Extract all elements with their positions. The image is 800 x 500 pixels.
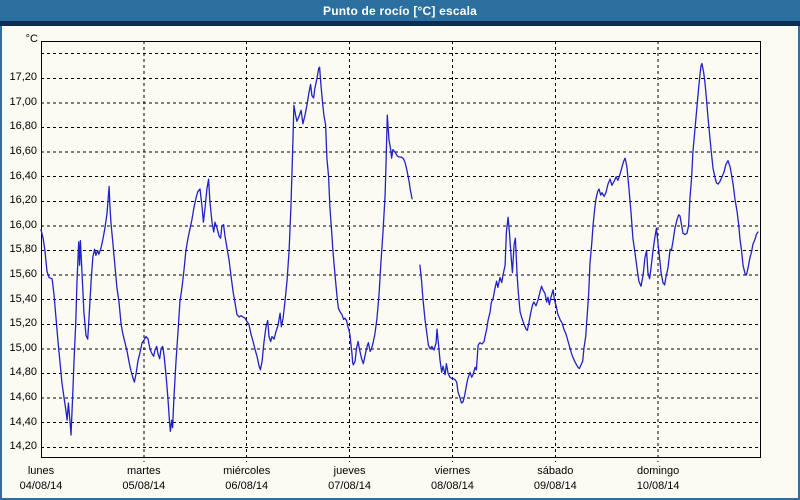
y-tick-label: 15,20 (9, 317, 37, 330)
x-tick-day: miércoles (223, 465, 271, 477)
x-tick-label: lunes 04/08/14 (20, 464, 63, 494)
y-tick-label: 16,40 (9, 169, 37, 182)
dewpoint-series-line (40, 62, 759, 436)
y-tick-label: 17,00 (9, 95, 37, 108)
y-tick-label: 16,80 (9, 120, 37, 133)
x-tick-day: sábado (537, 465, 574, 477)
x-tick-day: martes (127, 465, 161, 477)
x-tick-date: 09/08/14 (533, 480, 577, 492)
y-tick-label: 17,20 (9, 71, 37, 84)
x-tick-day: jueves (333, 465, 366, 477)
x-tick-date: 06/08/14 (225, 480, 269, 492)
title-bar: Punto de rocío [°C] escala (0, 0, 800, 21)
y-tick-label: 16,00 (9, 218, 37, 231)
frame-border-left (0, 26, 2, 500)
x-tick-date: 04/08/14 (19, 480, 63, 492)
titlebar-accent (0, 21, 800, 26)
x-tick-date: 10/08/14 (636, 480, 680, 492)
page-title: Punto de rocío [°C] escala (322, 4, 478, 18)
y-tick-label: 15,40 (9, 292, 37, 305)
x-tick-date: 07/08/14 (328, 480, 371, 492)
x-tick-label: martes 05/08/14 (122, 464, 165, 494)
y-tick-label: 16,20 (9, 194, 37, 207)
x-tick-date: 05/08/14 (122, 480, 166, 492)
x-tick-day: lunes (27, 465, 55, 477)
plot-border (41, 41, 761, 458)
x-tick-date: 08/08/14 (431, 480, 474, 492)
x-tick-day: viernes (434, 465, 471, 477)
y-tick-label: 14,40 (9, 415, 37, 428)
y-tick-label: 14,80 (9, 366, 37, 379)
x-tick-label: sábado 09/08/14 (534, 464, 577, 494)
plot-area (40, 41, 761, 462)
y-tick-label: 15,80 (9, 243, 37, 256)
y-tick-label: 14,20 (9, 440, 37, 453)
y-axis-unit-label: °C (25, 33, 38, 45)
x-tick-label: viernes 08/08/14 (431, 464, 474, 494)
frame-border-bottom (0, 498, 800, 500)
x-tick-label: miércoles 06/08/14 (223, 464, 270, 494)
y-tick-label: 15,60 (9, 268, 37, 281)
y-tick-label: 14,60 (9, 391, 37, 404)
x-tick-day: domingo (637, 465, 680, 477)
x-tick-label: jueves 07/08/14 (328, 464, 371, 494)
frame-border-right (798, 26, 800, 500)
y-tick-label: 16,60 (9, 145, 37, 158)
x-tick-label: domingo 10/08/14 (637, 464, 680, 494)
y-tick-label: 15,00 (9, 341, 37, 354)
